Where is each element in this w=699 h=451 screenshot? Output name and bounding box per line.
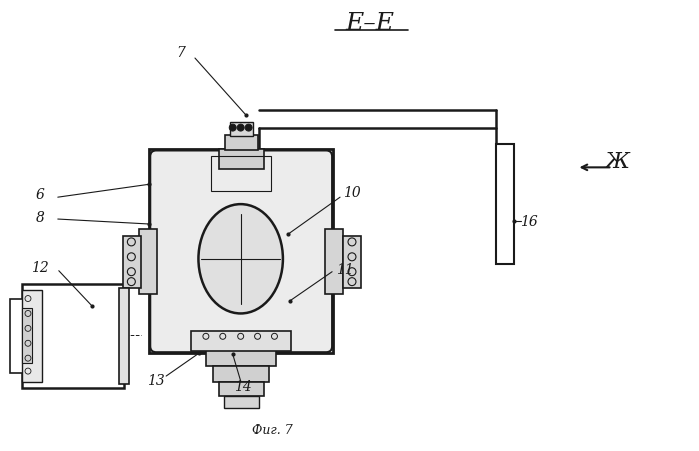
Bar: [212, 366, 270, 382]
Bar: [150, 150, 333, 354]
Text: 10: 10: [343, 186, 361, 200]
Bar: [496, 145, 514, 264]
Bar: [343, 236, 361, 288]
Text: 8: 8: [36, 211, 44, 225]
Bar: [120, 288, 129, 384]
Bar: [124, 236, 141, 288]
Bar: [191, 331, 291, 351]
Bar: [219, 382, 264, 396]
Text: 11: 11: [336, 262, 354, 276]
Text: 16: 16: [520, 215, 538, 229]
FancyBboxPatch shape: [150, 151, 332, 352]
Ellipse shape: [199, 205, 283, 314]
Text: 13: 13: [147, 373, 165, 387]
Bar: [22, 309, 32, 364]
Text: Ж: Ж: [604, 151, 629, 173]
Text: Е–Е: Е–Е: [345, 12, 394, 35]
Text: 7: 7: [177, 46, 185, 60]
Circle shape: [245, 125, 252, 132]
Bar: [219, 150, 264, 170]
Text: Фиг. 7: Фиг. 7: [252, 423, 293, 436]
Text: 12: 12: [31, 260, 49, 274]
Bar: [224, 396, 259, 408]
Circle shape: [229, 125, 236, 132]
Bar: [211, 157, 271, 192]
Bar: [22, 290, 42, 382]
Bar: [139, 230, 157, 294]
Text: 6: 6: [36, 188, 44, 202]
Circle shape: [237, 125, 244, 132]
Bar: [325, 230, 343, 294]
Bar: [206, 349, 276, 366]
Bar: [10, 299, 24, 373]
Bar: [230, 122, 252, 136]
Bar: [225, 135, 257, 151]
Bar: [22, 284, 124, 388]
Text: 14: 14: [233, 379, 252, 393]
